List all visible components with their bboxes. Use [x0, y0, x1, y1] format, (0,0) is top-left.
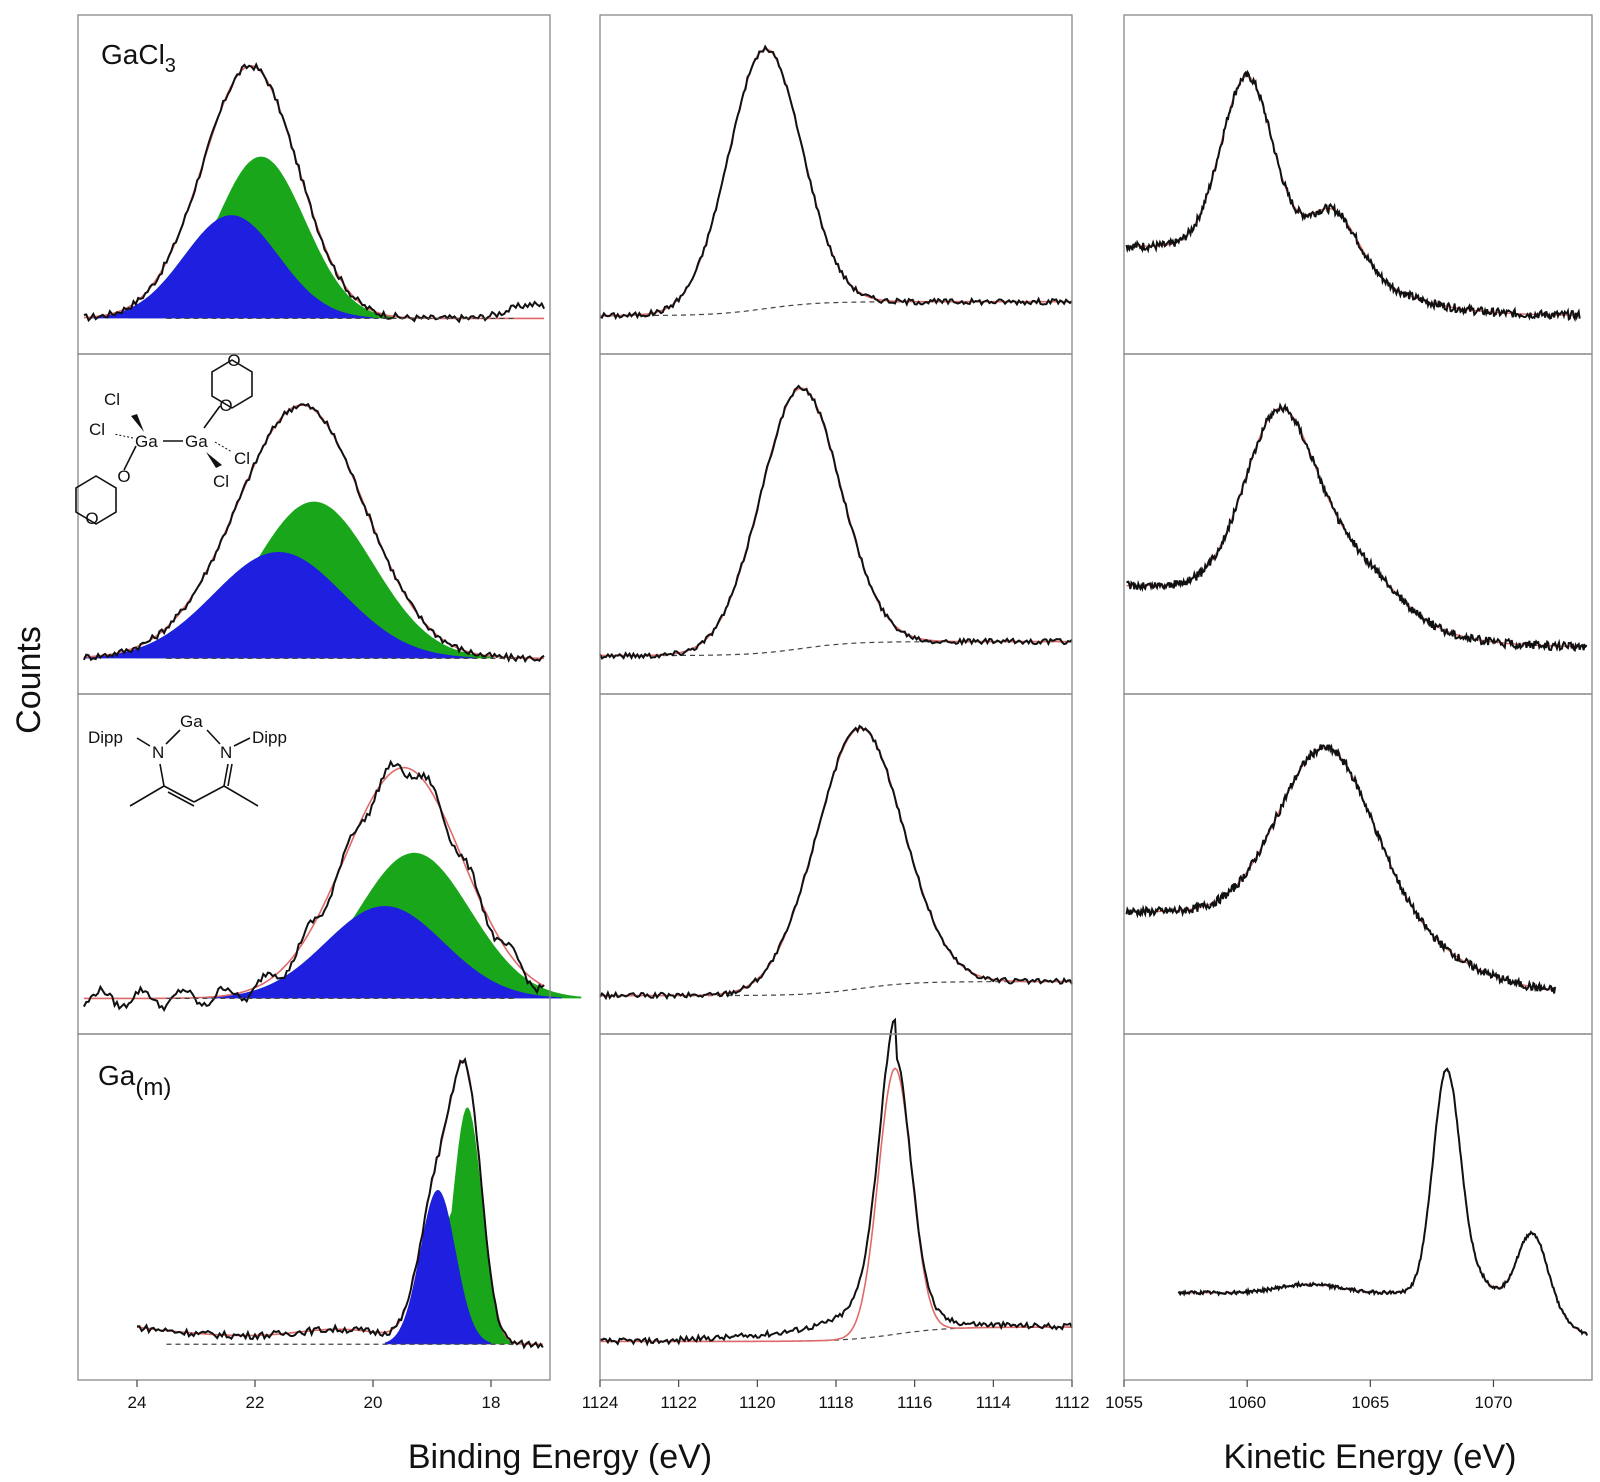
x-tick-label-c3-0: 1055	[1105, 1393, 1143, 1412]
x-tick-label-c1-1: 22	[246, 1393, 265, 1412]
x-tick-label-c3-3: 1070	[1475, 1393, 1513, 1412]
x-tick-label-c3-1: 1060	[1228, 1393, 1266, 1412]
c1-r4-component-1	[384, 1190, 491, 1345]
svg-text:Ga: Ga	[180, 712, 203, 731]
c2-r4-measured-spectrum	[599, 1017, 1073, 1347]
svg-text:Dipp: Dipp	[88, 728, 123, 747]
c2-r2-measured-spectrum	[599, 384, 1073, 661]
svg-text:O: O	[117, 467, 130, 486]
svg-text:Ga: Ga	[135, 432, 158, 451]
x-tick-label-c2-1: 1122	[660, 1393, 697, 1412]
c3-r2-fit-envelope	[1126, 407, 1587, 648]
c1-r3-fit-envelope	[83, 766, 545, 1000]
x-tick-label-c1-0: 24	[128, 1393, 147, 1412]
panel-frame-c1-r4	[77, 1033, 551, 1381]
svg-text:N: N	[152, 743, 164, 762]
row4-sample-label: Ga(m)	[98, 1060, 171, 1101]
x-tick-label-c3-2: 1065	[1351, 1393, 1389, 1412]
c1-r3-component-1	[207, 906, 562, 999]
svg-text:Cl: Cl	[104, 390, 120, 409]
x-tick-label-c2-0: 1124	[582, 1393, 619, 1412]
c2-r4-fit-envelope	[600, 1067, 1072, 1343]
svg-text:Ga: Ga	[185, 432, 208, 451]
c3-r3-fit-envelope	[1126, 747, 1556, 991]
svg-text:O: O	[85, 509, 98, 528]
x-tick-label-c2-2: 1120	[739, 1393, 776, 1412]
panel-frame-c2-r3	[599, 693, 1073, 1035]
x-axis-label-kinetic: Kinetic Energy (eV)	[1224, 1438, 1517, 1476]
c2-r3-background	[600, 981, 1072, 997]
panel-frames-layer	[77, 14, 1593, 1381]
c3-r3-measured-spectrum	[1125, 743, 1557, 994]
c3-r4-measured-spectrum	[1177, 1067, 1589, 1336]
c2-r1-background	[600, 301, 1072, 317]
c2-r3-measured-spectrum	[599, 724, 1073, 1001]
c2-r2-background	[600, 641, 1072, 657]
svg-text:Cl: Cl	[213, 472, 229, 491]
c3-r1-measured-spectrum	[1125, 69, 1581, 322]
ga2cl4-dioxane-structure: O O O O Ga Ga Cl Cl Cl Cl	[75, 351, 253, 528]
c1-r2-component-1	[83, 552, 474, 659]
c1-r1-component-1	[89, 215, 374, 319]
y-axis-label: Counts	[10, 626, 48, 734]
c2-r1-measured-spectrum	[599, 44, 1073, 321]
c1-r4-measured-spectrum	[136, 1056, 544, 1350]
panel-frame-c3-r2	[1123, 353, 1593, 695]
c3-r2-measured-spectrum	[1126, 402, 1588, 653]
c2-r1-fit-envelope	[600, 48, 1072, 317]
c1-r3-measured-spectrum	[83, 759, 545, 1012]
c3-r1-fit-envelope	[1126, 75, 1580, 316]
component-fills-layer	[83, 156, 582, 1345]
svg-text:Cl: Cl	[234, 449, 250, 468]
svg-text:N: N	[220, 743, 232, 762]
x-axis-label-binding: Binding Energy (eV)	[408, 1438, 712, 1476]
spectra-lines-layer	[82, 44, 1589, 1350]
x-tick-label-c1-2: 20	[364, 1393, 383, 1412]
panel-frame-c3-r1	[1123, 14, 1593, 355]
x-tick-label-c2-4: 1116	[897, 1393, 932, 1412]
row1-sample-label: GaCl3	[101, 39, 176, 77]
x-tick-label-c2-6: 1112	[1054, 1393, 1089, 1412]
ga-nacnac-structure: Ga N N Dipp Dipp	[88, 712, 287, 807]
c1-r2-measured-spectrum	[82, 402, 545, 664]
tick-layer: 24 22 20 18 1124 1122 1120 1118 1116 1114 1112 1055…	[128, 1380, 1513, 1412]
svg-text:Cl: Cl	[89, 420, 105, 439]
x-tick-label-c2-3: 1118	[818, 1393, 853, 1412]
svg-text:Dipp: Dipp	[252, 728, 287, 747]
x-tick-label-c1-3: 18	[482, 1393, 501, 1412]
svg-text:O: O	[219, 396, 232, 415]
x-tick-label-c2-5: 1114	[976, 1393, 1011, 1412]
panel-frame-c3-r4	[1123, 1033, 1593, 1381]
svg-text:O: O	[227, 351, 240, 370]
c2-r2-fit-envelope	[600, 387, 1072, 657]
